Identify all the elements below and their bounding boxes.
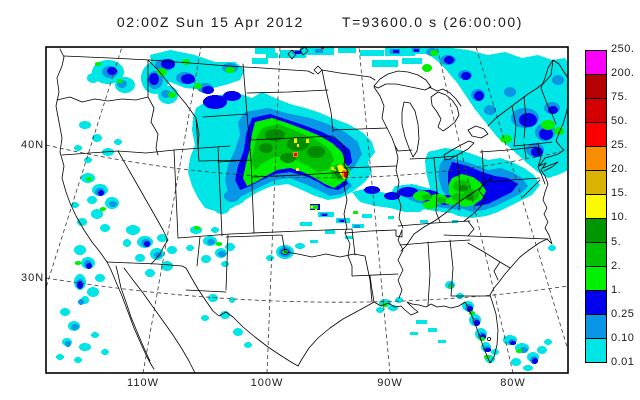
lon-label-100w: 100W bbox=[250, 377, 284, 389]
colorbar-swatch bbox=[586, 123, 606, 147]
colorbar-label: 50. bbox=[611, 115, 628, 127]
lon-label-110w: 110W bbox=[127, 377, 159, 389]
colorbar-swatch bbox=[586, 219, 606, 243]
colorbar-label: 75. bbox=[611, 91, 628, 103]
lon-label-80w: 80W bbox=[500, 377, 526, 389]
colorbar-swatch bbox=[586, 99, 606, 123]
colorbar-label: 1. bbox=[611, 284, 622, 296]
lat-label-40n: 40N bbox=[21, 139, 45, 151]
colorbar-label: 2. bbox=[611, 260, 622, 272]
map-frame bbox=[45, 46, 569, 374]
colorbar-swatch bbox=[586, 75, 606, 99]
colorbar-label: 5. bbox=[611, 236, 622, 248]
colorbar-label: 10. bbox=[611, 211, 628, 223]
colorbar-label: 250. bbox=[611, 43, 635, 55]
colorbar-label: 0.10 bbox=[611, 332, 635, 344]
colorbar bbox=[585, 50, 607, 363]
coastlines-and-borders bbox=[55, 47, 568, 373]
colorbar-swatch bbox=[586, 267, 606, 291]
colorbar-label: 15. bbox=[611, 187, 628, 199]
lat-label-30n: 30N bbox=[21, 272, 45, 284]
precip-field bbox=[56, 47, 568, 371]
colorbar-label: 200. bbox=[611, 67, 635, 79]
plot-title: 02:00Z Sun 15 Apr 2012 T=93600.0 s (26:0… bbox=[0, 14, 640, 30]
colorbar-label: 0.25 bbox=[611, 308, 635, 320]
colorbar-swatch bbox=[586, 195, 606, 219]
lon-label-90w: 90W bbox=[377, 377, 403, 389]
title-timestamp: 02:00Z Sun 15 Apr 2012 bbox=[116, 14, 304, 30]
colorbar-swatch bbox=[586, 339, 606, 362]
colorbar-swatch bbox=[586, 51, 606, 75]
colorbar-swatch bbox=[586, 171, 606, 195]
colorbar-swatch bbox=[586, 315, 606, 339]
colorbar-label: 0.01 bbox=[611, 356, 635, 368]
colorbar-swatch bbox=[586, 147, 606, 171]
latlon-gridlines bbox=[46, 47, 568, 373]
colorbar-label: 25. bbox=[611, 139, 628, 151]
title-model-time: T=93600.0 s (26:00:00) bbox=[341, 14, 524, 30]
colorbar-label: 20. bbox=[611, 163, 628, 175]
colorbar-swatch bbox=[586, 243, 606, 267]
colorbar-swatch bbox=[586, 291, 606, 315]
